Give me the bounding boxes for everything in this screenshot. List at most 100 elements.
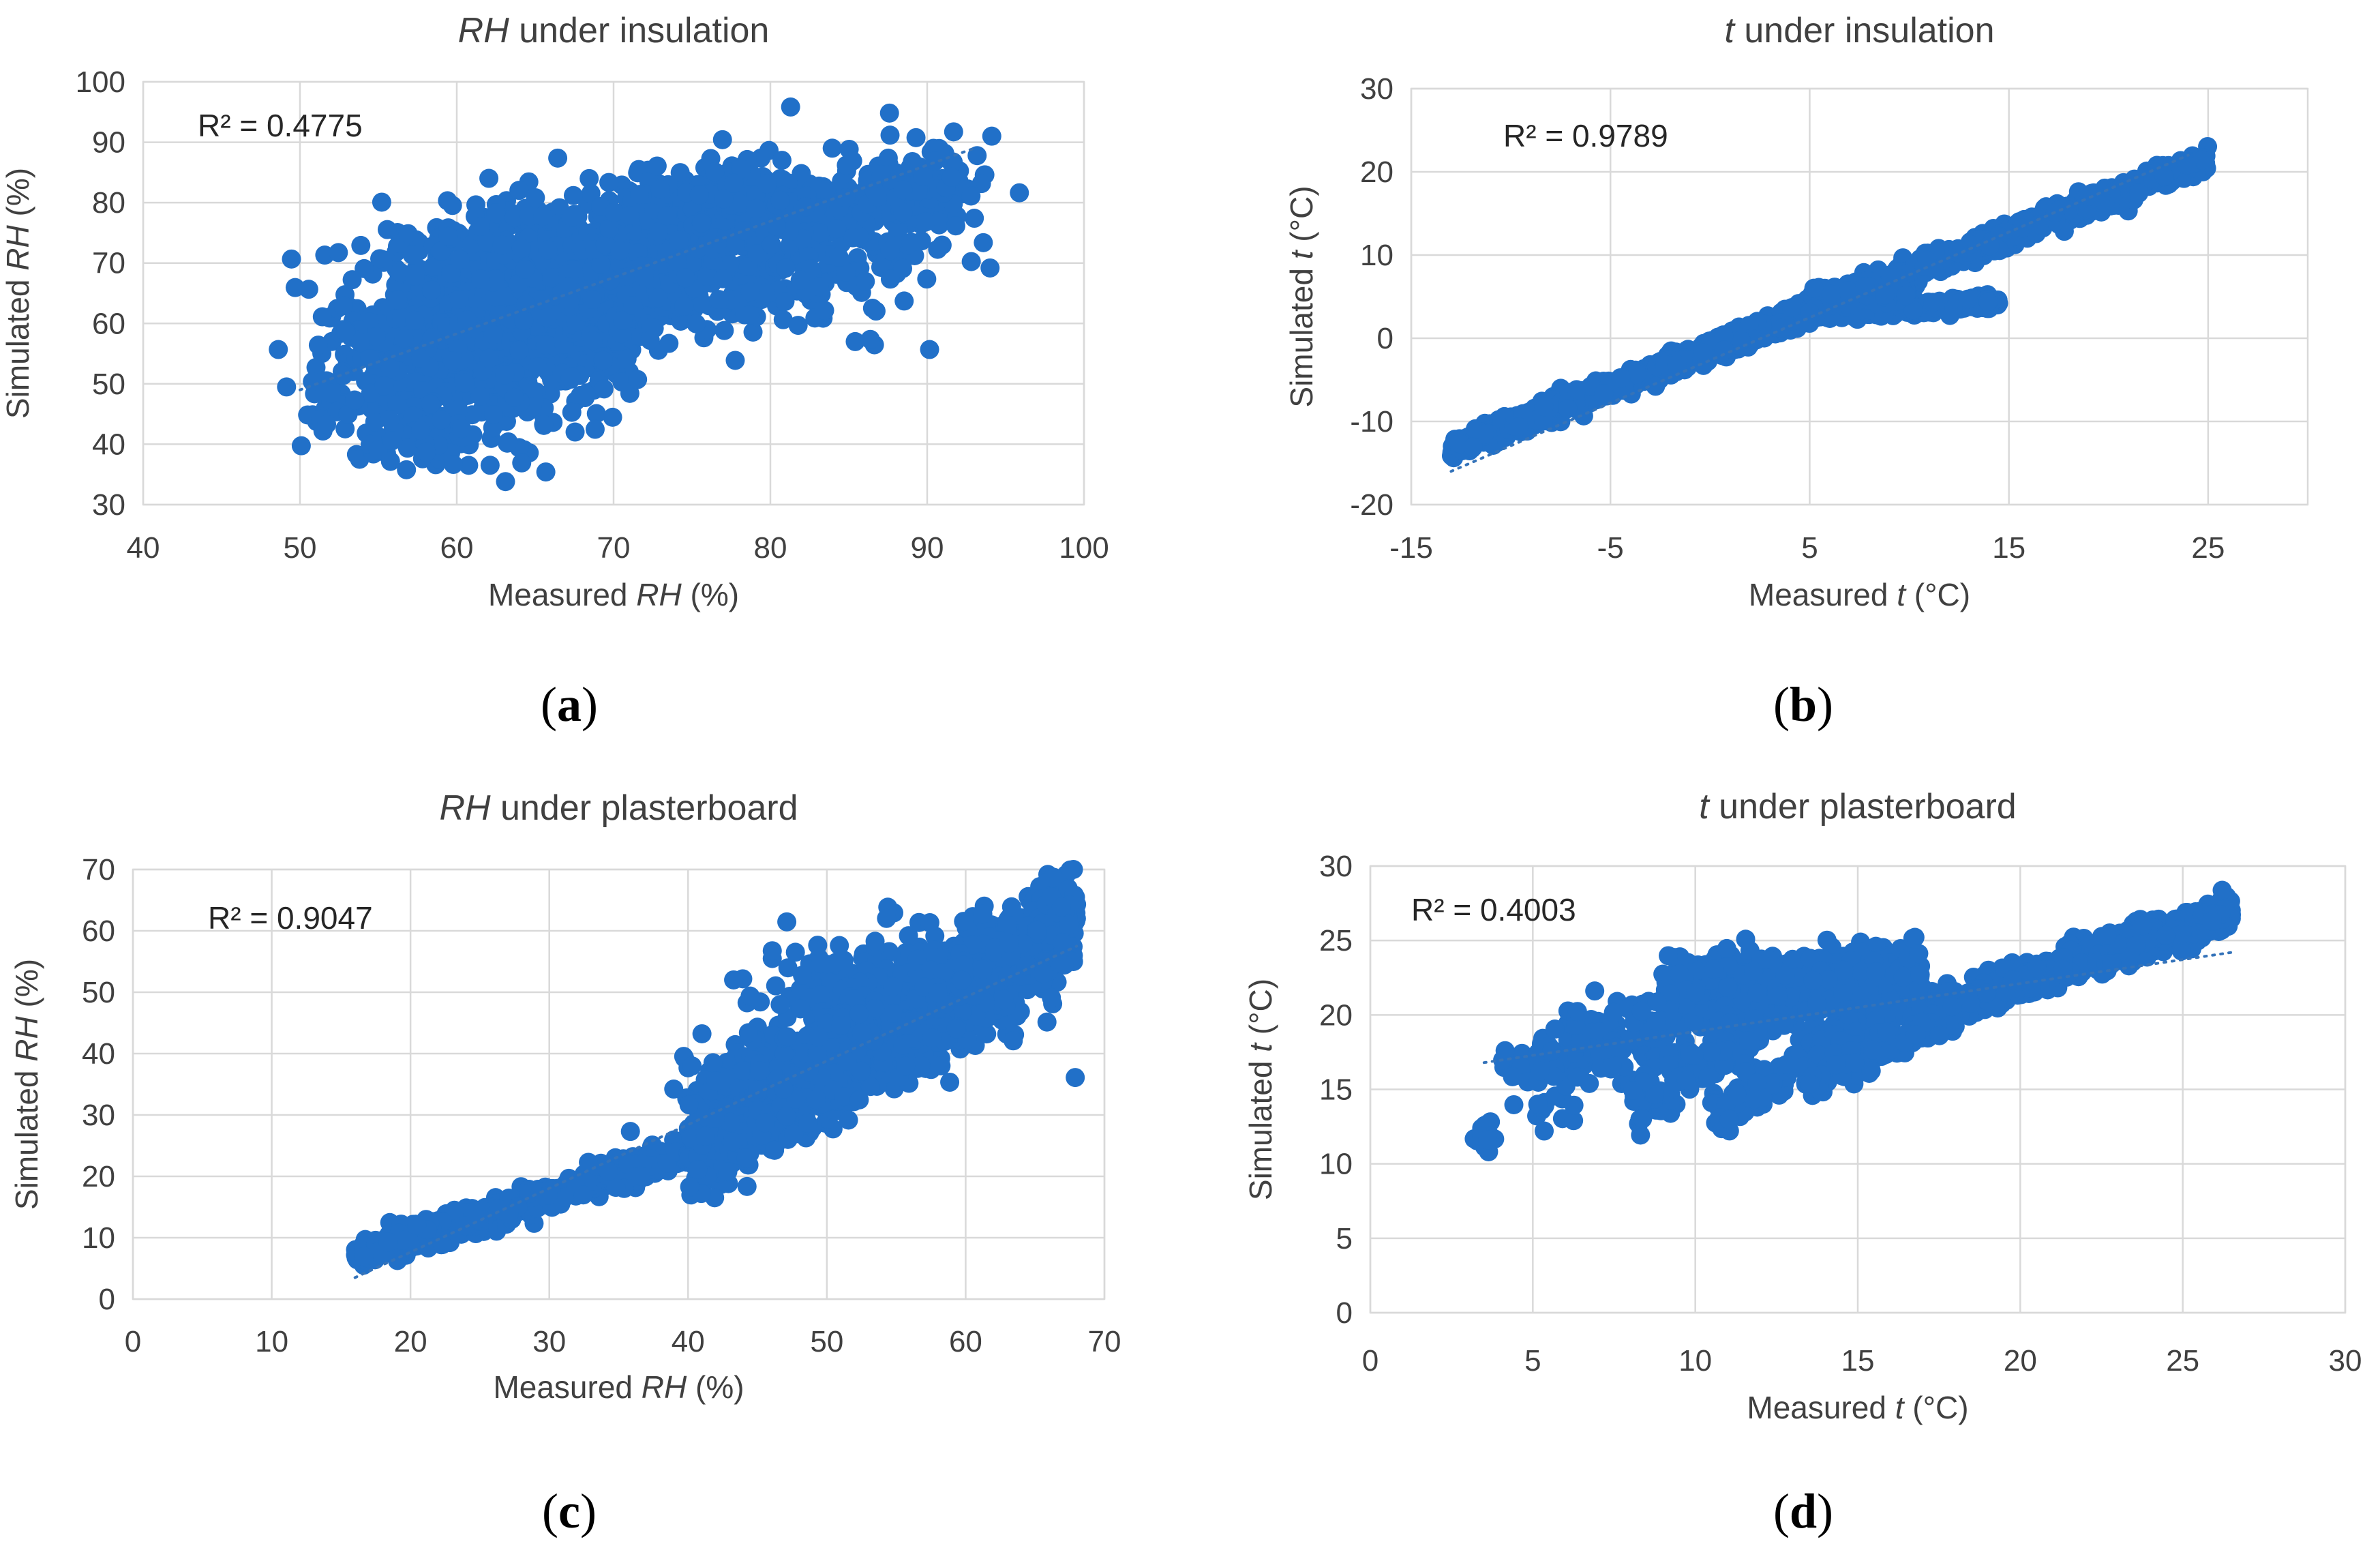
scatter-point bbox=[961, 186, 981, 206]
x-tick-label: -5 bbox=[1597, 531, 1624, 565]
scatter-point bbox=[1509, 417, 1528, 436]
scatter-point bbox=[623, 295, 643, 315]
scatter-point bbox=[689, 185, 709, 205]
scatter-point bbox=[470, 269, 490, 289]
y-tick-label: 30 bbox=[1360, 72, 1394, 106]
r-squared-label: R² = 0.9789 bbox=[1503, 118, 1668, 153]
x-tick-label: 80 bbox=[754, 531, 787, 565]
y-tick-label: -20 bbox=[1350, 488, 1394, 522]
scatter-point bbox=[659, 333, 679, 353]
scatter-point bbox=[495, 365, 515, 385]
scatter-point bbox=[980, 258, 1000, 278]
scatter-point bbox=[1567, 380, 1586, 400]
scatter-point bbox=[687, 314, 706, 333]
scatter-point bbox=[372, 192, 391, 212]
x-tick-label: 70 bbox=[597, 531, 631, 565]
scatter-point bbox=[537, 308, 556, 327]
scatter-point bbox=[762, 235, 781, 254]
scatter-point bbox=[792, 966, 812, 985]
scatter-point bbox=[692, 213, 712, 233]
scatter-point bbox=[880, 125, 900, 145]
x-tick-label: 100 bbox=[1059, 531, 1109, 565]
scatter-point bbox=[509, 340, 529, 360]
scatter-point bbox=[586, 404, 606, 423]
scatter-point bbox=[442, 351, 462, 371]
scatter-point bbox=[1978, 292, 1998, 312]
scatter-point bbox=[382, 431, 402, 451]
scatter-point bbox=[1923, 293, 1943, 312]
scatter-point bbox=[796, 197, 815, 217]
scatter-point bbox=[492, 235, 512, 255]
scatter-point bbox=[269, 340, 288, 359]
scatter-point bbox=[585, 419, 605, 439]
scatter-point bbox=[321, 383, 341, 403]
scatter-point bbox=[524, 382, 543, 402]
scatter-point bbox=[856, 271, 875, 291]
scatter-point bbox=[917, 269, 937, 289]
scatter-point bbox=[974, 233, 993, 252]
scatter-point bbox=[308, 336, 328, 355]
scatter-point bbox=[714, 321, 734, 340]
scatter-point bbox=[423, 256, 443, 276]
scatter-point bbox=[1534, 397, 1554, 417]
scatter-point bbox=[757, 174, 777, 194]
scatter-point bbox=[366, 327, 386, 346]
scatter-point bbox=[775, 292, 795, 312]
scatter-point bbox=[1839, 281, 1858, 301]
scatter-point bbox=[1948, 239, 1968, 258]
y-tick-label: 10 bbox=[1360, 239, 1394, 272]
scatter-point bbox=[961, 252, 981, 271]
scatter-point bbox=[740, 305, 759, 325]
scatter-point bbox=[351, 235, 371, 255]
scatter-point bbox=[565, 422, 585, 442]
scatter-point bbox=[879, 103, 899, 123]
scatter-point bbox=[410, 421, 430, 441]
x-axis-label: Measured t (°C) bbox=[1749, 577, 1970, 612]
scatter-point bbox=[2154, 166, 2174, 186]
scatter-point bbox=[1822, 284, 1841, 304]
scatter-point bbox=[1693, 343, 1713, 363]
y-tick-label: 50 bbox=[92, 368, 125, 401]
scatter-point bbox=[394, 329, 414, 348]
scatter-point bbox=[629, 185, 649, 205]
scatter-point bbox=[788, 316, 808, 336]
scatter-point bbox=[734, 221, 753, 241]
scatter-point bbox=[965, 209, 984, 228]
scatter-point bbox=[536, 462, 556, 482]
scatter-point bbox=[303, 372, 322, 391]
scatter-point bbox=[388, 290, 408, 310]
scatter-point bbox=[871, 164, 891, 184]
x-tick-label: 50 bbox=[284, 531, 317, 565]
scatter-point bbox=[1876, 285, 1895, 305]
scatter-point bbox=[893, 180, 913, 200]
scatter-point bbox=[317, 415, 337, 434]
scatter-point bbox=[944, 122, 963, 142]
scatter-point bbox=[724, 173, 744, 193]
y-tick-label: 70 bbox=[92, 247, 125, 280]
scatter-point bbox=[533, 207, 553, 226]
scatter-point bbox=[312, 307, 332, 327]
scatter-point bbox=[541, 384, 560, 404]
scatter-point bbox=[1731, 331, 1751, 351]
scatter-point bbox=[1627, 364, 1647, 384]
scatter-point bbox=[277, 377, 297, 397]
scatter-series bbox=[269, 97, 1029, 492]
x-tick-label: 60 bbox=[440, 531, 474, 565]
scatter-point bbox=[772, 151, 792, 170]
chart-title: t under insulation bbox=[1724, 11, 1994, 50]
scatter-point bbox=[417, 442, 436, 462]
scatter-point bbox=[724, 970, 744, 989]
scatter-point bbox=[791, 999, 811, 1019]
scatter-point bbox=[770, 190, 790, 210]
scatter-point bbox=[946, 216, 965, 236]
y-tick-label: 40 bbox=[92, 428, 125, 461]
scatter-point bbox=[483, 325, 503, 344]
scatter-point bbox=[455, 373, 475, 393]
scatter-point bbox=[333, 296, 353, 316]
scatter-point bbox=[457, 310, 477, 329]
scatter-point bbox=[370, 249, 390, 269]
scatter-point bbox=[470, 217, 490, 237]
scatter-point bbox=[811, 985, 830, 1004]
